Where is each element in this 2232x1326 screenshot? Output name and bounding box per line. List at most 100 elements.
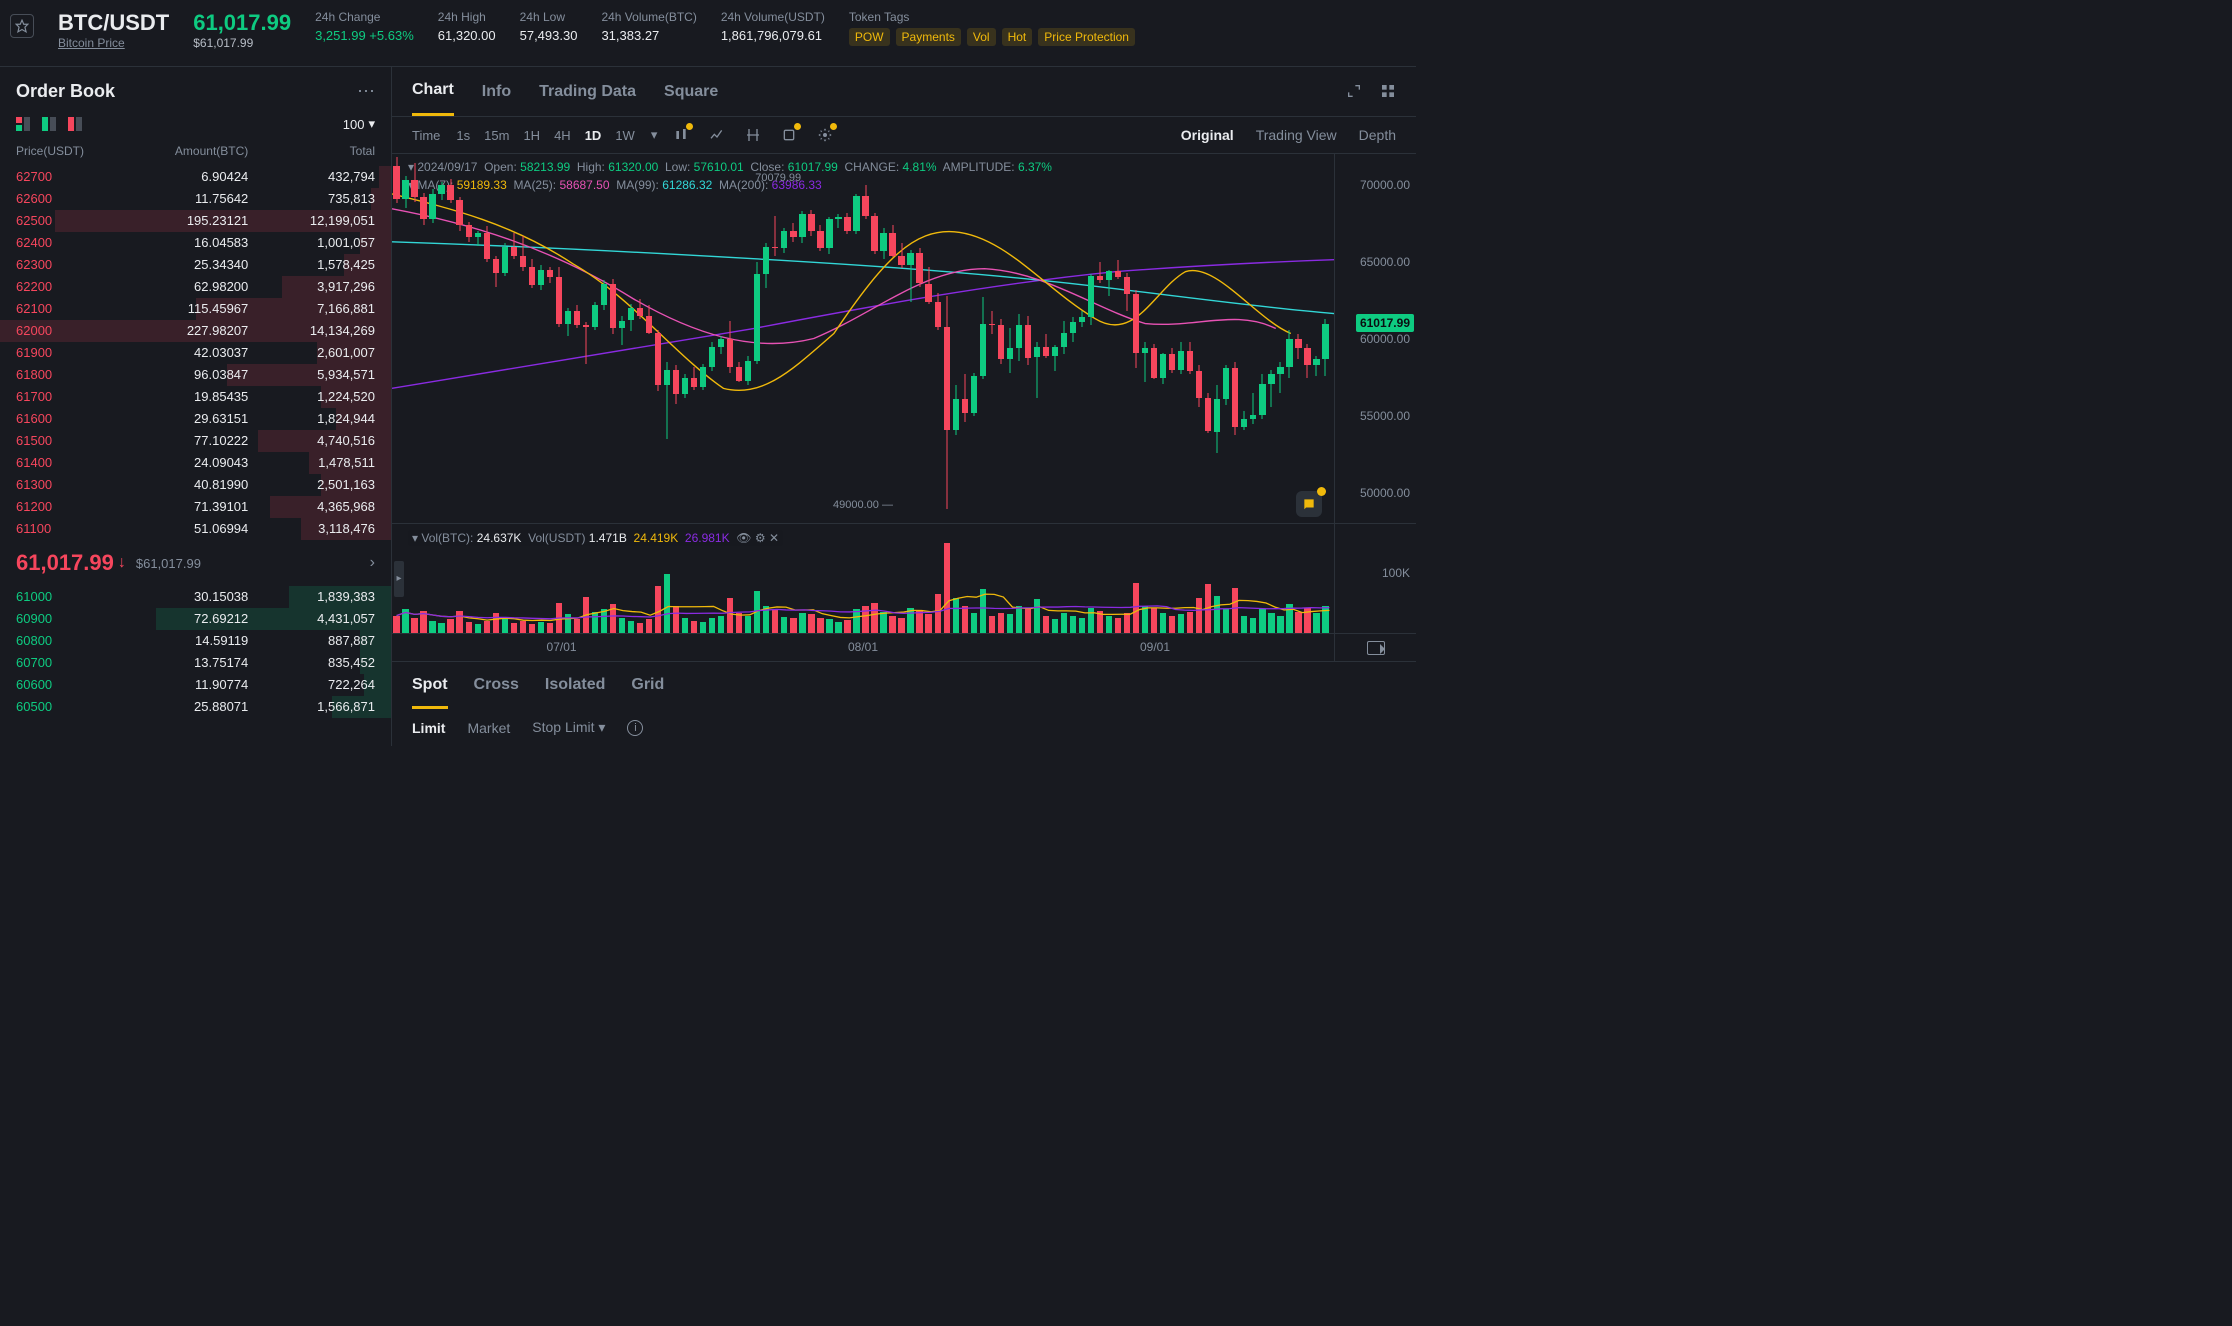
orderbook-row[interactable]: 62100115.459677,166,881 [0,298,391,320]
candle [871,154,877,524]
alert-icon[interactable] [781,127,797,143]
volume-bar [538,622,544,633]
tab-grid[interactable]: Grid [631,676,664,709]
goto-latest-icon[interactable] [1367,641,1385,655]
volume-chart[interactable]: ▸ ▾ Vol(BTC): 24.637K Vol(USDT) 1.471B 2… [392,523,1416,633]
orderbook-layout-asks-icon[interactable] [68,117,82,131]
tab-info[interactable]: Info [482,83,511,115]
orderbook-row[interactable]: 6190042.030372,601,007 [0,342,391,364]
orderbook-row[interactable]: 6160029.631511,824,944 [0,408,391,430]
eye-icon[interactable]: 👁 [736,531,751,545]
indicators-icon[interactable] [709,127,725,143]
timeframe-4H[interactable]: 4H [554,128,571,143]
orderbook-row[interactable]: 6110051.069943,118,476 [0,518,391,540]
collapse-handle-icon[interactable]: ▸ [394,561,404,597]
timeframe-1s[interactable]: 1s [456,128,470,143]
timeframe-1D[interactable]: 1D [585,128,602,143]
orderbook-row[interactable]: 6080014.59119887,887 [0,630,391,652]
orderbook-row[interactable]: 6070013.75174835,452 [0,652,391,674]
compare-icon[interactable] [745,127,761,143]
orderbook-layout-bids-icon[interactable] [42,117,56,131]
orderbook-row[interactable]: 6140024.090431,478,511 [0,452,391,474]
token-tag[interactable]: Vol [967,28,996,46]
orderbook-row[interactable]: 6220062.982003,917,296 [0,276,391,298]
timeframe-label[interactable]: Time [412,128,440,143]
candle [583,154,589,524]
orderbook-row[interactable]: 6150077.102224,740,516 [0,430,391,452]
view-tradingview[interactable]: Trading View [1256,127,1337,143]
tab-cross[interactable]: Cross [474,676,519,709]
orderbook-row[interactable]: 6260011.75642735,813 [0,188,391,210]
caret-down-icon[interactable]: ▾ [651,127,658,143]
orderbook-mid[interactable]: 61,017.99 ↓ $61,017.99 › [0,540,391,586]
token-tag[interactable]: POW [849,28,890,46]
orderbook-row[interactable]: 6130040.819902,501,163 [0,474,391,496]
orderbook-row[interactable]: 6090072.692124,431,057 [0,608,391,630]
volume-bar [925,614,931,633]
chevron-right-icon[interactable]: › [370,554,375,572]
volume-bar [619,618,625,633]
candle [727,154,733,524]
volume-bar [1034,599,1040,633]
candle [1133,154,1139,524]
price-tick: 50000.00 [1360,486,1410,500]
view-depth[interactable]: Depth [1359,127,1396,143]
info-icon[interactable]: i [627,720,643,736]
candle-style-icon[interactable] [673,127,689,143]
orderbook-row[interactable]: 6180096.038475,934,571 [0,364,391,386]
volume-bar [709,618,715,633]
tab-isolated[interactable]: Isolated [545,676,605,709]
orderbook-more-icon[interactable]: ⋯ [357,81,375,102]
pair-subtitle-link[interactable]: Bitcoin Price [58,36,169,50]
token-tag[interactable]: Price Protection [1038,28,1135,46]
close-icon[interactable]: ✕ [769,531,779,545]
candle [1250,154,1256,524]
volume-bar [1196,598,1202,633]
candle [1205,154,1211,524]
volume-bar [1016,606,1022,634]
timeframe-15m[interactable]: 15m [484,128,509,143]
orderbook-row[interactable]: 6050025.880711,566,871 [0,696,391,718]
subtab-stop-limit[interactable]: Stop Limit ▾ [532,719,605,736]
orderbook-row[interactable]: 6100030.150381,839,383 [0,586,391,608]
orderbook-row[interactable]: 6170019.854351,224,520 [0,386,391,408]
subtab-limit[interactable]: Limit [412,720,445,736]
tab-spot[interactable]: Spot [412,676,448,709]
tab-trading-data[interactable]: Trading Data [539,83,636,115]
tab-chart[interactable]: Chart [412,81,454,116]
orderbook-row[interactable]: 627006.90424432,794 [0,166,391,188]
candle [1061,154,1067,524]
orderbook-layout-both-icon[interactable] [16,117,30,131]
volume-bar [682,618,688,633]
orderbook-depth-select[interactable]: 100 ▾ [343,116,375,132]
subtab-market[interactable]: Market [467,720,510,736]
orderbook-row[interactable]: 62500195.2312112,199,051 [0,210,391,232]
orderbook-row[interactable]: 6120071.391014,365,968 [0,496,391,518]
candle [475,154,481,524]
view-original[interactable]: Original [1181,127,1234,143]
token-tag[interactable]: Hot [1002,28,1033,46]
candle [411,154,417,524]
favorite-star-button[interactable] [10,14,34,38]
orderbook-row[interactable]: 6230025.343401,578,425 [0,254,391,276]
vol-btc-value: 31,383.27 [601,28,696,43]
tab-square[interactable]: Square [664,83,718,115]
orderbook-row[interactable]: 6240016.045831,001,057 [0,232,391,254]
volume-bar [520,621,526,634]
volume-bar [565,614,571,633]
change-value: 3,251.99 +5.63% [315,28,414,43]
layout-grid-icon[interactable] [1380,83,1396,104]
gear-icon[interactable]: ⚙ [755,531,766,545]
timeframe-1W[interactable]: 1W [615,128,635,143]
price-chart[interactable]: ▾ 2024/09/17 Open: 58213.99 High: 61320.… [392,153,1416,523]
candle [1124,154,1130,524]
orderbook-row[interactable]: 62000227.9820714,134,269 [0,320,391,342]
timeframe-1H[interactable]: 1H [523,128,540,143]
orderbook-row[interactable]: 6060011.90774722,264 [0,674,391,696]
volume-bar [1115,618,1121,633]
fullscreen-icon[interactable] [1346,83,1362,104]
settings-icon[interactable] [817,127,833,143]
volume-bar [673,606,679,634]
trading-pair[interactable]: BTC/USDT [58,10,169,36]
token-tag[interactable]: Payments [896,28,961,46]
